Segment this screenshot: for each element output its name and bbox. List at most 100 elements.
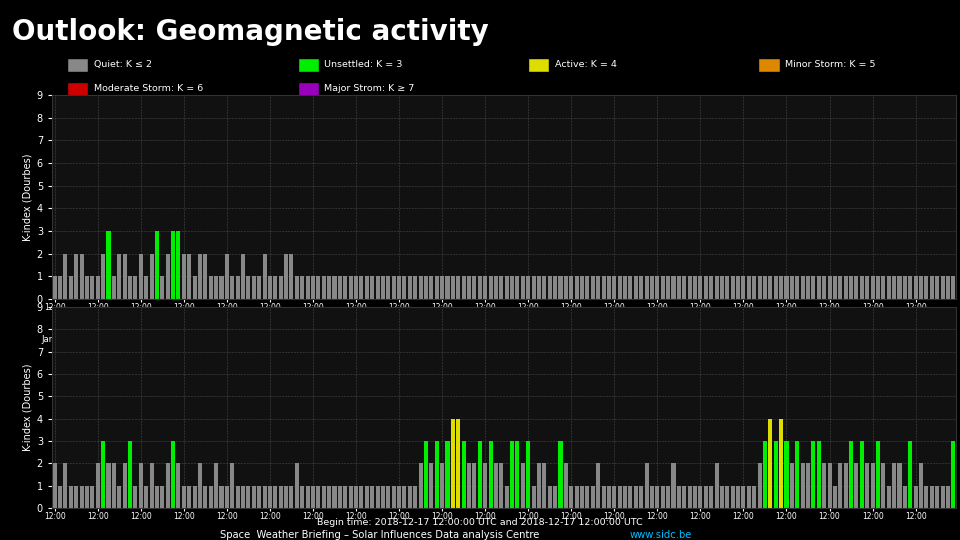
Bar: [612, 485, 616, 508]
Bar: [462, 276, 466, 299]
Bar: [257, 276, 261, 299]
Bar: [687, 276, 691, 299]
Bar: [919, 276, 924, 299]
Bar: [117, 485, 121, 508]
Bar: [559, 276, 563, 299]
Bar: [854, 463, 858, 508]
Bar: [790, 276, 794, 299]
Bar: [726, 276, 730, 299]
Bar: [241, 254, 245, 299]
Bar: [295, 276, 299, 299]
Bar: [166, 254, 170, 299]
Bar: [726, 485, 730, 508]
Bar: [327, 276, 331, 299]
Bar: [214, 463, 218, 508]
Bar: [408, 485, 412, 508]
Bar: [419, 276, 422, 299]
Bar: [225, 485, 228, 508]
Bar: [941, 485, 945, 508]
Bar: [402, 485, 406, 508]
Bar: [155, 485, 159, 508]
Text: Space  Weather Briefing – Solar Influences Data analysis Centre: Space Weather Briefing – Solar Influence…: [220, 530, 539, 539]
Bar: [365, 485, 369, 508]
Bar: [483, 276, 487, 299]
Bar: [408, 276, 412, 299]
FancyBboxPatch shape: [298, 58, 319, 72]
Bar: [392, 276, 396, 299]
Text: Feb 02: Feb 02: [901, 335, 930, 345]
Bar: [898, 276, 901, 299]
Bar: [96, 463, 100, 508]
Bar: [780, 418, 783, 508]
Bar: [252, 276, 255, 299]
Bar: [768, 418, 773, 508]
Bar: [252, 485, 255, 508]
Bar: [542, 463, 546, 508]
Bar: [602, 276, 606, 299]
Bar: [833, 485, 837, 508]
Bar: [424, 441, 428, 508]
Bar: [714, 276, 719, 299]
Bar: [924, 276, 928, 299]
Bar: [493, 463, 498, 508]
Bar: [526, 441, 530, 508]
Bar: [720, 485, 724, 508]
Bar: [801, 463, 804, 508]
Bar: [590, 485, 595, 508]
Bar: [747, 276, 751, 299]
Bar: [580, 485, 584, 508]
Bar: [489, 276, 492, 299]
Bar: [467, 463, 471, 508]
Bar: [160, 276, 164, 299]
Bar: [177, 231, 180, 299]
Bar: [757, 463, 761, 508]
Bar: [617, 485, 622, 508]
Bar: [763, 276, 767, 299]
Bar: [553, 485, 557, 508]
Bar: [235, 276, 240, 299]
Bar: [854, 276, 858, 299]
Bar: [424, 276, 428, 299]
Bar: [871, 463, 875, 508]
Bar: [338, 485, 342, 508]
Bar: [274, 276, 277, 299]
Bar: [720, 276, 724, 299]
Bar: [607, 276, 611, 299]
Bar: [429, 276, 433, 299]
Bar: [295, 463, 299, 508]
Bar: [709, 485, 713, 508]
Bar: [828, 276, 831, 299]
Bar: [392, 485, 396, 508]
Bar: [101, 441, 106, 508]
Bar: [128, 276, 132, 299]
Bar: [359, 276, 364, 299]
Bar: [650, 485, 654, 508]
Bar: [811, 441, 815, 508]
Bar: [84, 485, 89, 508]
Bar: [817, 276, 821, 299]
Bar: [596, 276, 600, 299]
Bar: [666, 276, 670, 299]
Bar: [714, 463, 719, 508]
Bar: [532, 276, 536, 299]
Bar: [623, 485, 627, 508]
Bar: [278, 276, 282, 299]
Bar: [881, 463, 885, 508]
Bar: [365, 276, 369, 299]
Bar: [569, 276, 573, 299]
Bar: [741, 485, 746, 508]
Bar: [914, 276, 918, 299]
Bar: [472, 276, 476, 299]
Bar: [623, 276, 627, 299]
Bar: [736, 276, 740, 299]
Bar: [510, 441, 515, 508]
Bar: [289, 485, 294, 508]
Bar: [908, 276, 912, 299]
Text: www.sidc.be: www.sidc.be: [630, 530, 691, 539]
Bar: [677, 276, 681, 299]
Bar: [908, 441, 912, 508]
Bar: [133, 276, 137, 299]
Bar: [801, 276, 804, 299]
Bar: [806, 276, 810, 299]
Bar: [553, 276, 557, 299]
